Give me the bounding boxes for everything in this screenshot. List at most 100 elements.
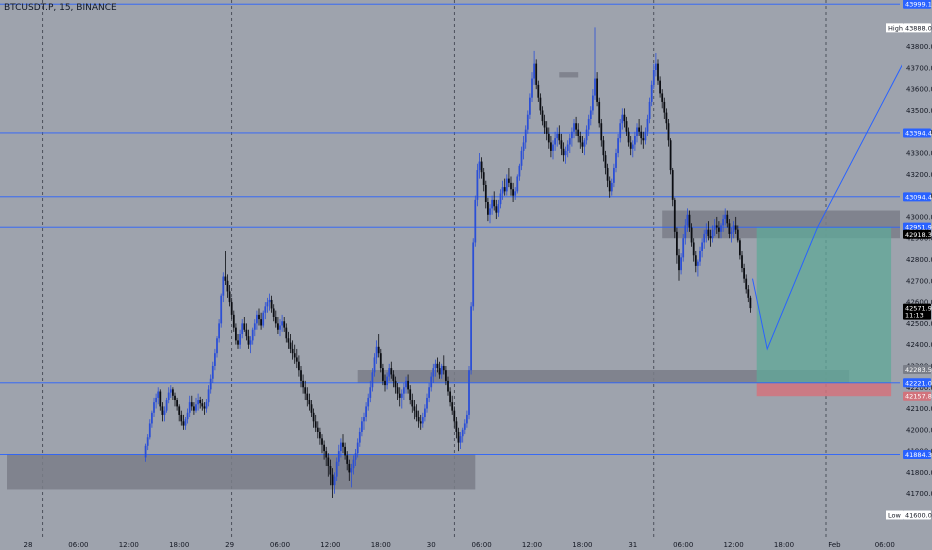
candle bbox=[657, 59, 659, 85]
candle bbox=[745, 274, 748, 294]
candle bbox=[663, 97, 666, 119]
candle bbox=[260, 312, 262, 330]
candle bbox=[293, 344, 296, 364]
price-axis-bg bbox=[902, 0, 932, 550]
candle bbox=[144, 443, 147, 462]
zone-rect[interactable] bbox=[7, 454, 476, 490]
candle bbox=[432, 363, 435, 383]
candle bbox=[247, 329, 250, 349]
time-tick-label: 12:00 bbox=[522, 541, 542, 549]
horizontal-levels[interactable] bbox=[0, 3, 900, 455]
candle bbox=[547, 127, 550, 149]
candle bbox=[377, 334, 380, 358]
time-tick-label: 18:00 bbox=[371, 541, 391, 549]
candle bbox=[438, 361, 441, 379]
candle bbox=[512, 182, 514, 203]
candle bbox=[375, 340, 378, 364]
time-tick-label: 18:00 bbox=[774, 541, 794, 549]
zone-rect[interactable] bbox=[559, 72, 579, 78]
candle bbox=[249, 336, 252, 354]
candle bbox=[174, 392, 176, 407]
price-tag-countdown: 11:13 bbox=[905, 312, 924, 320]
projection-path[interactable] bbox=[752, 2, 932, 351]
candle bbox=[642, 131, 645, 149]
candle bbox=[602, 136, 605, 162]
candle bbox=[354, 448, 357, 467]
candle bbox=[505, 174, 508, 196]
candle bbox=[155, 393, 157, 409]
candle bbox=[732, 221, 735, 239]
candle bbox=[207, 385, 210, 407]
candle bbox=[371, 368, 374, 392]
candle bbox=[237, 334, 239, 349]
candle bbox=[403, 382, 405, 401]
candle bbox=[419, 414, 422, 430]
candle bbox=[241, 319, 244, 339]
candle bbox=[598, 97, 601, 128]
candle bbox=[325, 446, 328, 467]
price-tick-label: 41800.0 bbox=[906, 469, 932, 477]
candle bbox=[356, 438, 359, 458]
candle bbox=[648, 97, 651, 124]
candle bbox=[344, 442, 346, 460]
candle bbox=[226, 274, 229, 298]
candle bbox=[568, 133, 571, 154]
candle bbox=[516, 174, 519, 194]
candle bbox=[541, 106, 544, 126]
position-stop-area[interactable] bbox=[756, 382, 892, 397]
candle bbox=[659, 76, 661, 98]
candle bbox=[747, 285, 750, 303]
candle bbox=[214, 348, 216, 371]
zone-rect[interactable] bbox=[357, 370, 850, 383]
candle bbox=[736, 225, 739, 243]
candle bbox=[730, 227, 733, 243]
long-position-tool[interactable] bbox=[756, 227, 892, 397]
candle bbox=[472, 238, 475, 311]
candle bbox=[610, 178, 613, 196]
candle bbox=[627, 127, 630, 147]
candle bbox=[596, 72, 598, 107]
candle bbox=[302, 374, 304, 394]
candle bbox=[316, 421, 319, 439]
price-tag: 42951.9 bbox=[903, 222, 932, 232]
candle bbox=[684, 219, 687, 245]
candle bbox=[480, 157, 483, 179]
candle bbox=[638, 118, 640, 137]
candle bbox=[457, 427, 460, 452]
price-tick-label: 42800.0 bbox=[906, 256, 932, 264]
candle bbox=[583, 138, 586, 156]
candle bbox=[426, 393, 428, 413]
candle bbox=[522, 136, 525, 160]
candle bbox=[405, 376, 407, 394]
candle bbox=[508, 167, 510, 188]
candle bbox=[646, 114, 649, 137]
projection-line[interactable] bbox=[752, 2, 932, 351]
candle bbox=[319, 427, 321, 445]
candle bbox=[531, 72, 533, 102]
price-tag-side-label: Low bbox=[888, 512, 901, 520]
time-tick-label: 18:00 bbox=[169, 541, 189, 549]
candle bbox=[613, 163, 615, 188]
candle bbox=[209, 374, 212, 394]
price-axis[interactable]: 41700.041800.041900.042000.042100.042200… bbox=[902, 0, 932, 550]
candle bbox=[571, 127, 573, 147]
candle bbox=[310, 400, 313, 418]
candle bbox=[279, 319, 281, 337]
price-tag-label: 42951.9 bbox=[905, 224, 932, 232]
candle bbox=[283, 316, 286, 332]
price-tag: 43999.1 bbox=[903, 0, 932, 9]
candle bbox=[562, 142, 565, 162]
candle bbox=[312, 408, 315, 428]
candle bbox=[705, 223, 708, 243]
candle bbox=[394, 376, 397, 394]
time-tick-label: Feb bbox=[828, 541, 841, 549]
position-target-area[interactable] bbox=[756, 227, 892, 383]
price-tag: 43394.4 bbox=[903, 128, 932, 138]
price-tick-label: 43600.0 bbox=[906, 86, 932, 94]
candle bbox=[287, 331, 290, 349]
candle bbox=[619, 118, 622, 143]
candle bbox=[180, 410, 183, 426]
candle bbox=[518, 163, 521, 181]
time-axis[interactable]: 28 06:00 12:00 18:00 29 06:00 12:00 18:00 30 06:0… bbox=[24, 541, 895, 549]
